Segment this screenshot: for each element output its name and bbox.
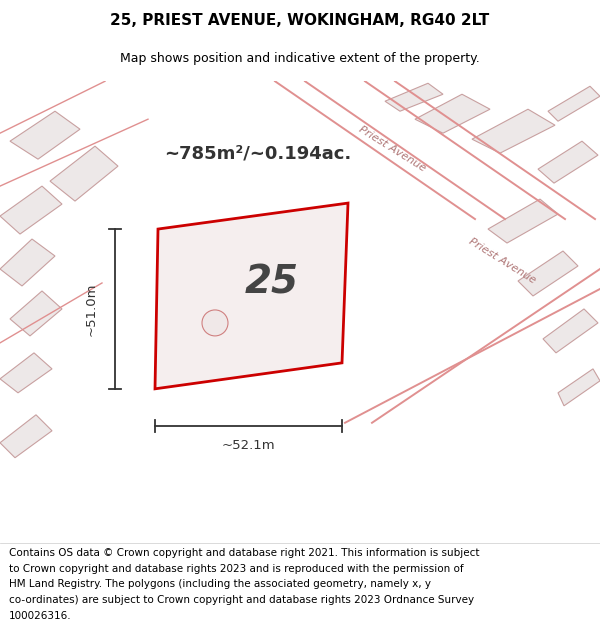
Polygon shape bbox=[518, 251, 578, 296]
Text: ~51.0m: ~51.0m bbox=[85, 282, 97, 336]
Polygon shape bbox=[0, 186, 62, 234]
Polygon shape bbox=[10, 111, 80, 159]
Text: Priest Avenue: Priest Avenue bbox=[357, 124, 427, 174]
Polygon shape bbox=[10, 291, 62, 336]
Circle shape bbox=[202, 310, 228, 336]
Text: Contains OS data © Crown copyright and database right 2021. This information is : Contains OS data © Crown copyright and d… bbox=[9, 548, 479, 558]
Polygon shape bbox=[472, 109, 555, 153]
Polygon shape bbox=[415, 94, 490, 133]
Text: 25, PRIEST AVENUE, WOKINGHAM, RG40 2LT: 25, PRIEST AVENUE, WOKINGHAM, RG40 2LT bbox=[110, 12, 490, 28]
Polygon shape bbox=[543, 309, 598, 353]
Polygon shape bbox=[548, 86, 600, 121]
Polygon shape bbox=[50, 146, 118, 201]
Text: HM Land Registry. The polygons (including the associated geometry, namely x, y: HM Land Registry. The polygons (includin… bbox=[9, 579, 431, 589]
Polygon shape bbox=[558, 369, 600, 406]
Text: 100026316.: 100026316. bbox=[9, 611, 71, 621]
Polygon shape bbox=[0, 415, 52, 458]
Polygon shape bbox=[538, 141, 598, 183]
Text: to Crown copyright and database rights 2023 and is reproduced with the permissio: to Crown copyright and database rights 2… bbox=[9, 564, 464, 574]
Polygon shape bbox=[385, 83, 443, 111]
Polygon shape bbox=[0, 353, 52, 393]
Polygon shape bbox=[0, 239, 55, 286]
Text: ~52.1m: ~52.1m bbox=[221, 439, 275, 452]
Text: ~785m²/~0.194ac.: ~785m²/~0.194ac. bbox=[164, 144, 352, 162]
Text: 25: 25 bbox=[245, 264, 299, 302]
Polygon shape bbox=[155, 203, 348, 389]
Text: Map shows position and indicative extent of the property.: Map shows position and indicative extent… bbox=[120, 52, 480, 65]
Text: Priest Avenue: Priest Avenue bbox=[467, 236, 537, 286]
Polygon shape bbox=[488, 199, 558, 243]
Text: co-ordinates) are subject to Crown copyright and database rights 2023 Ordnance S: co-ordinates) are subject to Crown copyr… bbox=[9, 595, 474, 605]
